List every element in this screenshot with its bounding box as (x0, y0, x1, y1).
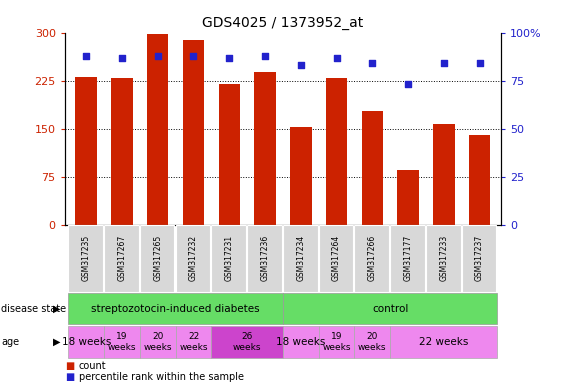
Title: GDS4025 / 1373952_at: GDS4025 / 1373952_at (202, 16, 364, 30)
Point (332, 55, 341, 61)
Text: 19
weeks: 19 weeks (108, 332, 136, 352)
Point (261, 53, 270, 59)
Text: GSM317264: GSM317264 (332, 235, 341, 281)
Text: GSM317266: GSM317266 (368, 235, 377, 281)
Bar (147, 34, 168, 225)
Point (118, 55, 127, 61)
Bar (397, 170, 419, 225)
Text: 20
weeks: 20 weeks (144, 332, 172, 352)
Bar (183, 40, 204, 225)
Text: disease state: disease state (1, 303, 66, 314)
Text: 20
weeks: 20 weeks (358, 332, 387, 352)
Text: GSM317177: GSM317177 (404, 235, 413, 281)
Bar (111, 78, 133, 225)
Bar (469, 135, 490, 225)
Text: control: control (372, 303, 408, 314)
Text: 18 weeks: 18 weeks (61, 337, 111, 347)
Bar (75, 78, 97, 225)
Text: ▶: ▶ (53, 303, 60, 314)
Text: count: count (79, 361, 106, 371)
Text: 22
weeks: 22 weeks (179, 332, 208, 352)
Text: ■: ■ (65, 361, 74, 371)
Text: GSM317265: GSM317265 (153, 235, 162, 281)
Text: ▶: ▶ (53, 337, 60, 347)
Text: GSM317235: GSM317235 (82, 235, 91, 281)
Point (439, 60, 448, 66)
Point (368, 60, 377, 66)
Text: GSM317237: GSM317237 (475, 235, 484, 281)
Bar (290, 127, 311, 225)
Text: ■: ■ (65, 372, 74, 382)
Point (82, 53, 91, 59)
Text: percentile rank within the sample: percentile rank within the sample (79, 372, 244, 382)
Text: GSM317233: GSM317233 (439, 235, 448, 281)
Point (153, 53, 162, 59)
Text: streptozotocin-induced diabetes: streptozotocin-induced diabetes (91, 303, 260, 314)
Point (189, 53, 198, 59)
Bar (361, 111, 383, 225)
Bar (326, 78, 347, 225)
Text: GSM317231: GSM317231 (225, 235, 234, 281)
Point (225, 55, 234, 61)
Text: 18 weeks: 18 weeks (276, 337, 325, 347)
Bar (433, 124, 454, 225)
Text: GSM317234: GSM317234 (296, 235, 305, 281)
Bar (254, 72, 276, 225)
Text: 26
weeks: 26 weeks (233, 332, 261, 352)
Text: age: age (1, 337, 19, 347)
Text: GSM317232: GSM317232 (189, 235, 198, 281)
Point (296, 62, 305, 68)
Point (475, 60, 484, 66)
Text: GSM317267: GSM317267 (118, 235, 127, 281)
Text: GSM317236: GSM317236 (261, 235, 270, 281)
Text: 22 weeks: 22 weeks (419, 337, 468, 347)
Point (404, 81, 413, 88)
Bar (218, 84, 240, 225)
Text: 19
weeks: 19 weeks (322, 332, 351, 352)
